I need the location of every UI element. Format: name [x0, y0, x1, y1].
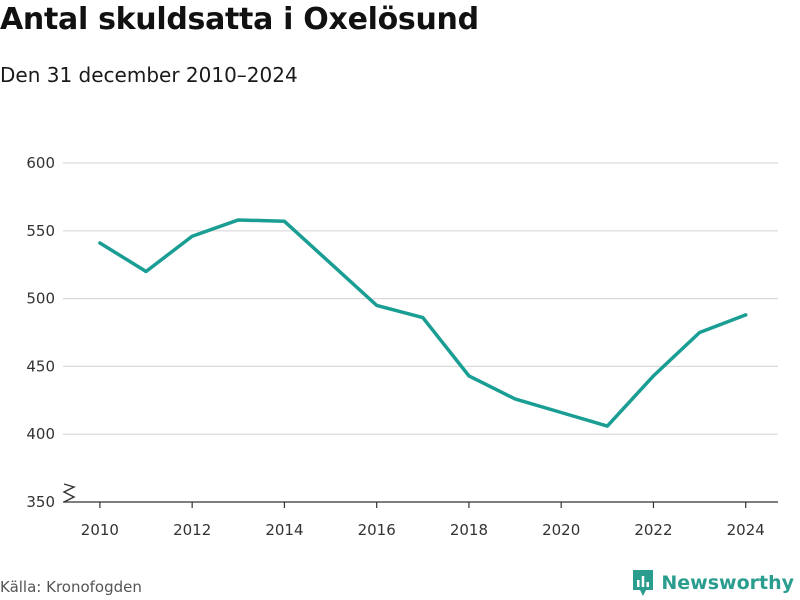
y-tick-label-450: 450 — [26, 357, 55, 375]
x-tick-label-2018: 2018 — [450, 521, 488, 539]
x-tick-label-2020: 2020 — [542, 521, 580, 539]
y-tick-label-350: 350 — [26, 493, 55, 511]
y-tick-label-550: 550 — [26, 222, 55, 240]
x-tick-label-2016: 2016 — [358, 521, 396, 539]
y-tick-label-400: 400 — [26, 425, 55, 443]
brand-name: Newsworthy — [661, 572, 794, 594]
chart-title: Antal skuldsatta i Oxelösund — [0, 2, 479, 37]
x-tick-label-2024: 2024 — [727, 521, 765, 539]
x-tick-label-2014: 2014 — [265, 521, 303, 539]
newsworthy-icon — [633, 570, 654, 596]
chart-subtitle: Den 31 december 2010–2024 — [0, 63, 298, 87]
x-tick-label-2010: 2010 — [81, 521, 119, 539]
y-tick-label-600: 600 — [26, 154, 55, 172]
x-tick-label-2012: 2012 — [173, 521, 211, 539]
x-tick-label-2022: 2022 — [634, 521, 672, 539]
source-note: Källa: Kronofogden — [0, 578, 142, 596]
series-line-0 — [98, 218, 748, 428]
y-tick-label-500: 500 — [26, 290, 55, 308]
axis-break-icon — [62, 483, 76, 503]
newsworthy-logo: Newsworthy — [631, 568, 794, 598]
